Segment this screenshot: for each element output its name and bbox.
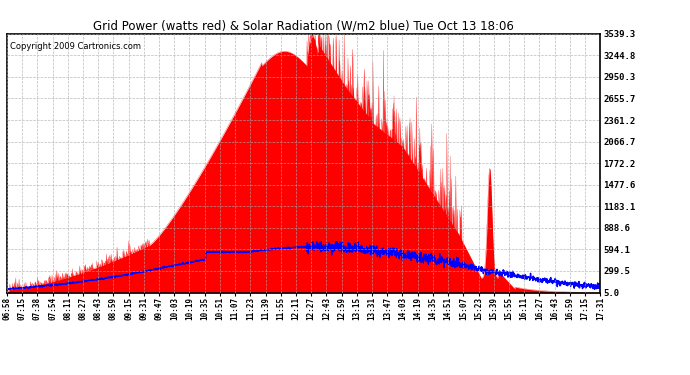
Title: Grid Power (watts red) & Solar Radiation (W/m2 blue) Tue Oct 13 18:06: Grid Power (watts red) & Solar Radiation…: [93, 20, 514, 33]
Text: Copyright 2009 Cartronics.com: Copyright 2009 Cartronics.com: [10, 42, 141, 51]
